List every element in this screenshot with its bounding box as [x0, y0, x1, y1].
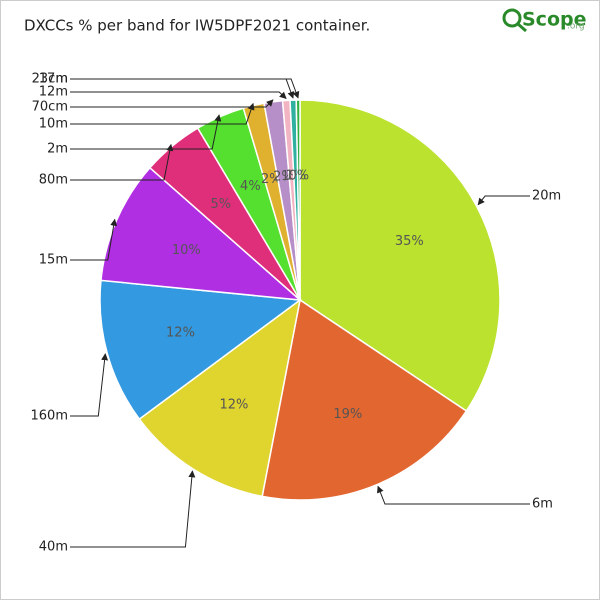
- leader-line: [70, 353, 109, 417]
- value-label: 12%: [166, 326, 195, 341]
- slice-label: 80m: [39, 173, 68, 188]
- slice-label: 23cm: [32, 72, 68, 87]
- pie-slice: [261, 298, 468, 501]
- logo-icon: [517, 22, 527, 33]
- logo: Scope .org: [502, 8, 587, 33]
- leader-line: [70, 78, 300, 99]
- leader-line: [477, 195, 530, 206]
- slice-label: 15m: [39, 253, 68, 268]
- slice-label: 12m: [39, 85, 68, 100]
- leader-line: [70, 102, 255, 125]
- slice-label: 10m: [39, 117, 68, 132]
- value-label: 2%: [261, 172, 282, 187]
- slice-label: 2m: [47, 142, 68, 157]
- value-label: 12%: [220, 397, 249, 412]
- slice-label: 20m: [532, 189, 561, 204]
- leader-line: [70, 114, 222, 150]
- logo-icon: [502, 8, 522, 28]
- slice-label: 40m: [39, 540, 68, 555]
- logo-text: Scope: [522, 9, 587, 31]
- logo-suffix: .org: [567, 22, 585, 32]
- pie-slice: [138, 298, 302, 498]
- leader-line: [70, 143, 174, 181]
- slice-label: 160m: [31, 409, 68, 424]
- leader-line: [70, 91, 287, 99]
- leader-line: [377, 485, 530, 505]
- slice-label: 6m: [532, 497, 553, 512]
- value-label: 19%: [333, 407, 362, 422]
- slice-label: 70cm: [32, 100, 68, 115]
- value-label: 35%: [395, 234, 424, 249]
- value-label: 0%: [289, 169, 310, 184]
- value-label: 1%: [285, 169, 306, 184]
- chart-title: DXCCs % per band for IW5DPF2021 containe…: [24, 17, 370, 35]
- leader-line: [70, 99, 274, 108]
- leader-line: [70, 218, 118, 261]
- value-label: 10%: [172, 243, 201, 258]
- leader-line: [70, 470, 196, 548]
- slice-label: 17m: [39, 72, 68, 87]
- value-label: 4%: [240, 179, 261, 194]
- pie-slice: [295, 99, 301, 301]
- value-label: 5%: [211, 197, 232, 212]
- leader-line: [70, 78, 295, 99]
